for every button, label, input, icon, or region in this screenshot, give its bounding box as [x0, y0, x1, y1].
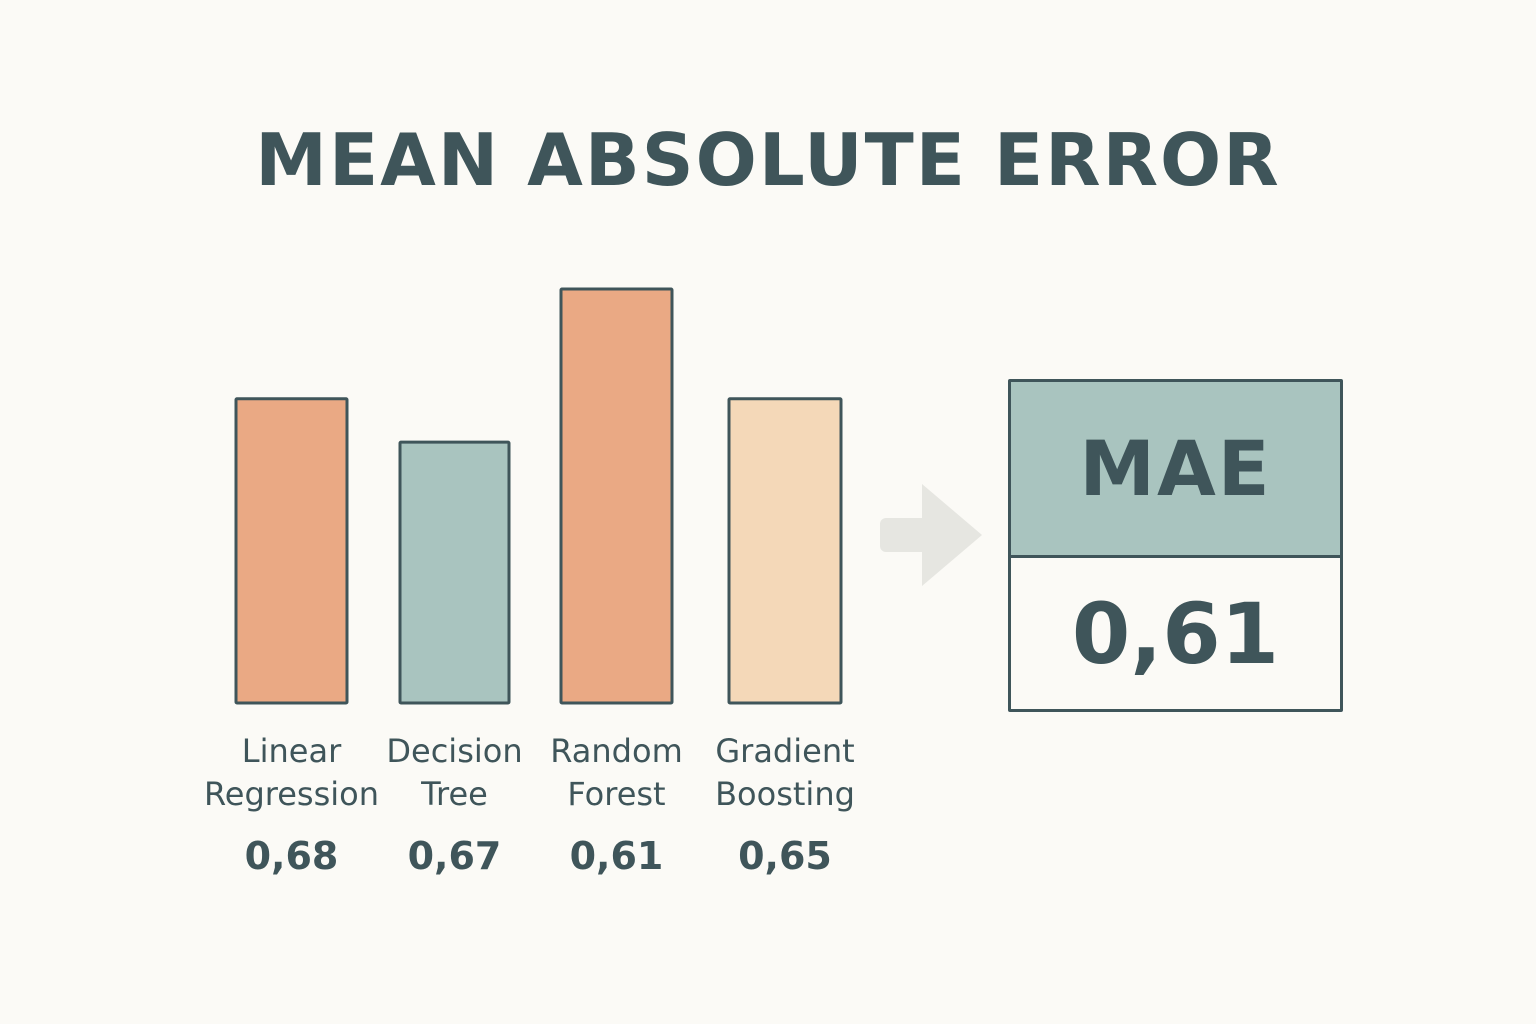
mae-summary-card: MAE 0,61: [1008, 379, 1343, 712]
category-label-4: Gradient Boosting: [715, 732, 855, 813]
chart-title: MEAN ABSOLUTE ERROR: [255, 118, 1281, 202]
value-label-3: 0,61: [569, 834, 664, 878]
value-label-1: 0,68: [244, 834, 339, 878]
value-label-4: 0,65: [738, 834, 832, 878]
bar-3: [559, 287, 674, 705]
bar-2: [398, 440, 511, 705]
value-label-2: 0,67: [407, 834, 502, 878]
mae-value: 0,61: [1071, 584, 1280, 683]
mae-label: MAE: [1011, 382, 1340, 558]
arrow-right-icon: [880, 484, 982, 586]
category-label-1: Linear Regression: [203, 732, 380, 813]
bars-group: [234, 287, 843, 705]
bar-4: [727, 397, 843, 705]
bar-1: [234, 397, 349, 705]
category-label-2: Decision Tree: [386, 732, 523, 813]
category-label-3: Random Forest: [550, 732, 683, 813]
